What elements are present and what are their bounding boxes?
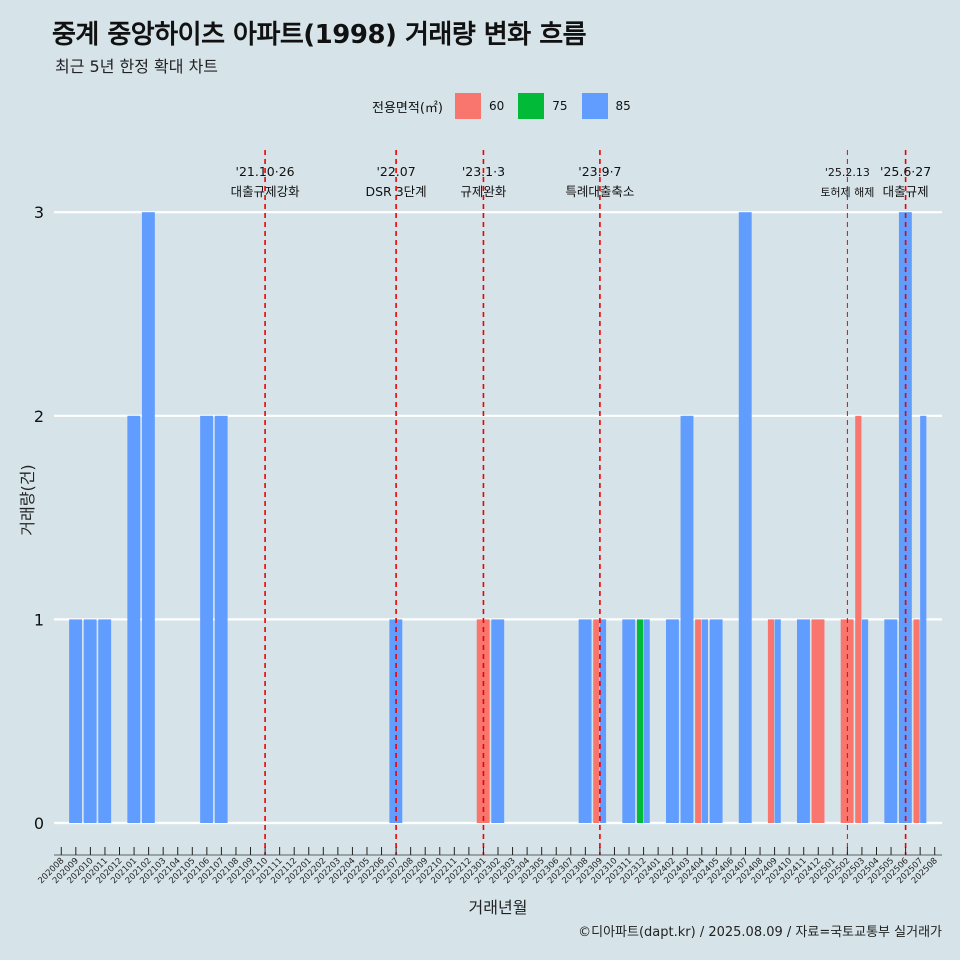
bar-202011-85 xyxy=(98,619,112,823)
bar-202503-60 xyxy=(855,415,862,823)
bar-202009-85 xyxy=(69,619,83,823)
chart-subtitle: 최근 5년 한정 확대 차트 xyxy=(55,57,219,76)
y-tick-label: 3 xyxy=(34,203,44,222)
bar-202312-75 xyxy=(636,619,644,823)
bar-202106-85 xyxy=(200,415,214,823)
bar-202507-85 xyxy=(920,415,927,823)
legend-label-60: 60 xyxy=(488,99,505,113)
bar-202403-85 xyxy=(680,415,694,823)
bars xyxy=(69,212,927,823)
bar-202010-85 xyxy=(83,619,97,823)
event-date-label: '25.6·27 xyxy=(880,164,931,179)
event-name-label: 대출규제강화 xyxy=(231,184,301,199)
event-date-label: '22.07 xyxy=(376,164,415,179)
bar-202505-85 xyxy=(884,619,898,823)
legend-item-60: 60 xyxy=(454,93,505,119)
bar-202405-85 xyxy=(709,619,723,823)
legend-item-85: 85 xyxy=(581,93,631,119)
bar-202404-60 xyxy=(695,619,702,823)
bar-202412-60 xyxy=(811,619,825,823)
y-axis: 0 1 2 3 xyxy=(34,203,44,833)
legend-key-85 xyxy=(581,93,608,119)
bar-202309-60 xyxy=(593,619,600,823)
legend-label-75: 75 xyxy=(552,99,568,113)
source-caption: ©디아파트(dapt.kr) / 2025.08.09 / 자료=국토교통부 실… xyxy=(578,925,942,940)
event-date-label: '21.10·26 xyxy=(236,164,295,179)
event-date-label: '23.1·3 xyxy=(462,164,505,179)
bar-202404-85 xyxy=(701,619,708,823)
x-axis: 2020082020092020102020112020122021012021… xyxy=(36,847,942,886)
y-tick-label: 0 xyxy=(34,814,44,833)
bar-202312-85 xyxy=(643,619,650,823)
y-tick-label: 2 xyxy=(34,407,44,426)
bar-202409-60 xyxy=(767,619,775,823)
bar-202503-85 xyxy=(861,619,869,823)
legend-key-60 xyxy=(454,93,481,119)
legend-key-75 xyxy=(518,93,545,119)
legend-label-85: 85 xyxy=(615,99,631,113)
bar-202107-85 xyxy=(214,415,228,823)
event-name-label: 토허제 해제 xyxy=(820,185,874,199)
event-name-label: DSR 3단계 xyxy=(366,184,427,199)
bar-202506-85 xyxy=(898,212,912,823)
event-name-label: 특례대출축소 xyxy=(565,184,634,199)
bar-202507-60 xyxy=(913,619,920,823)
bar-202311-85 xyxy=(622,619,636,823)
legend-title: 전용면적(㎡) xyxy=(372,100,443,116)
bar-202308-85 xyxy=(578,619,592,823)
legend-item-75: 75 xyxy=(518,93,568,119)
bar-202302-85 xyxy=(491,619,505,823)
bar-202407-85 xyxy=(738,212,752,823)
event-name-label: 규제완화 xyxy=(460,184,507,199)
y-tick-label: 1 xyxy=(34,610,44,629)
event-date-label: '25.2.13 xyxy=(825,166,870,179)
bar-202309-85 xyxy=(599,619,607,823)
event-markers: '21.10·26 대출규제강화 '22.07 DSR 3단계 '23.1·3 규제완화 '… xyxy=(231,150,931,855)
bar-202411-85 xyxy=(797,619,810,823)
bar-202409-85 xyxy=(774,619,781,823)
legend: 전용면적(㎡) 60 75 85 xyxy=(372,93,645,119)
bar-202102-85 xyxy=(141,212,155,823)
event-date-label: '23.9·7 xyxy=(578,164,621,179)
chart-title: 중계 중앙하이츠 아파트(1998) 거래량 변화 흐름 xyxy=(52,20,587,50)
bar-202402-85 xyxy=(665,619,679,823)
event-name-label: 대출규제 xyxy=(883,184,929,199)
x-axis-label: 거래년월 xyxy=(469,898,528,917)
y-axis-label: 거래량(건) xyxy=(18,464,37,535)
bar-202101-85 xyxy=(127,415,141,823)
